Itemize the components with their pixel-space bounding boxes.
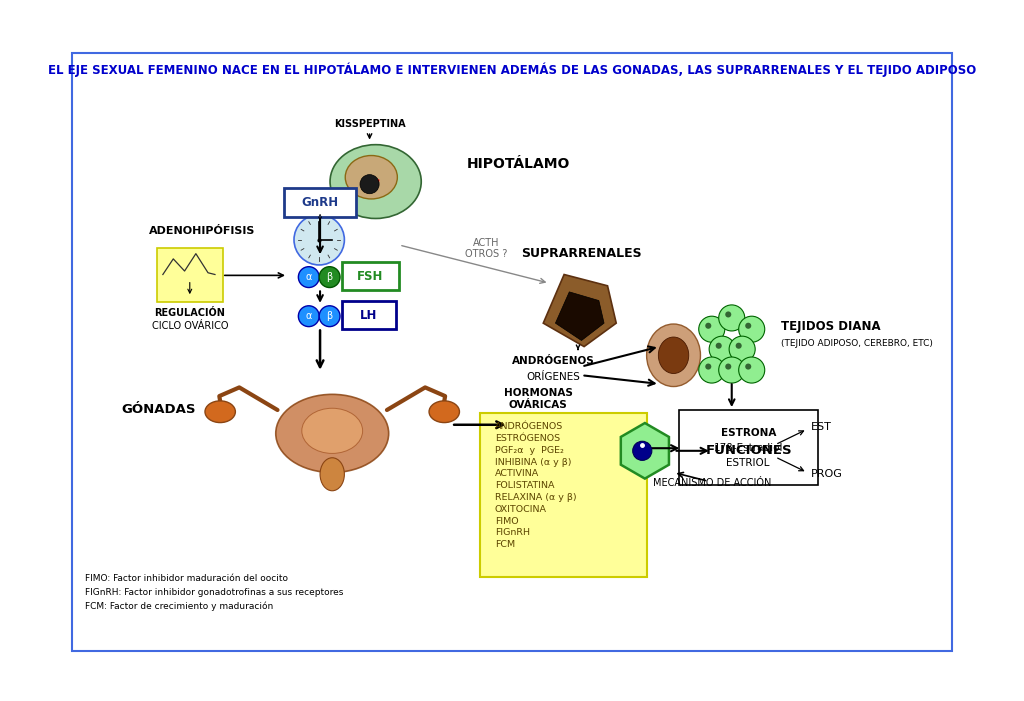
Ellipse shape	[321, 458, 344, 491]
Text: (TEJIDO ADIPOSO, CEREBRO, ETC): (TEJIDO ADIPOSO, CEREBRO, ETC)	[781, 339, 933, 348]
Ellipse shape	[725, 364, 731, 369]
Text: ANDRÓGENOS: ANDRÓGENOS	[512, 356, 595, 367]
Text: β: β	[327, 272, 333, 282]
Ellipse shape	[319, 266, 340, 287]
Ellipse shape	[646, 324, 700, 386]
Text: α: α	[305, 272, 312, 282]
Ellipse shape	[719, 305, 744, 331]
Ellipse shape	[294, 215, 344, 265]
Ellipse shape	[716, 343, 722, 349]
Ellipse shape	[298, 266, 319, 287]
Ellipse shape	[205, 401, 236, 423]
Text: β: β	[327, 311, 333, 321]
Text: MECANISMO DE ACCIÓN: MECANISMO DE ACCIÓN	[652, 478, 771, 488]
Ellipse shape	[429, 401, 460, 423]
Ellipse shape	[345, 156, 397, 199]
Ellipse shape	[302, 408, 362, 454]
FancyBboxPatch shape	[157, 248, 223, 302]
Ellipse shape	[275, 395, 389, 472]
Ellipse shape	[719, 357, 744, 383]
Text: KISSPEPTINA: KISSPEPTINA	[334, 119, 406, 130]
Text: GÓNADAS: GÓNADAS	[121, 404, 196, 416]
Text: HORMONAS
OVÁRICAS: HORMONAS OVÁRICAS	[504, 388, 572, 410]
Text: ESTRIOL: ESTRIOL	[726, 458, 770, 468]
Polygon shape	[544, 275, 616, 346]
Ellipse shape	[710, 336, 735, 362]
Text: ANDRÓGENOS
ESTRÓGENOS
PGF₂α  y  PGE₂
INHIBINA (α y β)
ACTIVINA
FOLISTATINA
RELAX: ANDRÓGENOS ESTRÓGENOS PGF₂α y PGE₂ INHIB…	[495, 422, 577, 549]
Text: FIMO: Factor inhibidor maduración del oocito: FIMO: Factor inhibidor maduración del oo…	[85, 574, 288, 583]
FancyBboxPatch shape	[480, 414, 646, 577]
Ellipse shape	[330, 144, 421, 219]
Text: FCM: Factor de crecimiento y maduración: FCM: Factor de crecimiento y maduración	[85, 601, 273, 611]
Text: FIGnRH: Factor inhibidor gonadotrofinas a sus receptores: FIGnRH: Factor inhibidor gonadotrofinas …	[85, 588, 343, 597]
Ellipse shape	[738, 316, 765, 342]
Ellipse shape	[698, 357, 725, 383]
Ellipse shape	[738, 357, 765, 383]
Polygon shape	[555, 292, 604, 341]
Ellipse shape	[706, 364, 712, 369]
FancyBboxPatch shape	[285, 188, 355, 217]
Text: ESTRONA: ESTRONA	[721, 428, 776, 438]
FancyBboxPatch shape	[342, 301, 395, 329]
Polygon shape	[621, 423, 669, 479]
Ellipse shape	[725, 311, 731, 318]
Text: α: α	[305, 311, 312, 321]
Text: HIPOTÁLAMO: HIPOTÁLAMO	[467, 157, 570, 171]
Ellipse shape	[658, 337, 689, 374]
Text: ORÍGENES: ORÍGENES	[526, 372, 581, 382]
Text: REGULACIÓN: REGULACIÓN	[155, 308, 225, 318]
Text: LH: LH	[360, 309, 378, 322]
Text: GnRH: GnRH	[301, 196, 339, 209]
FancyBboxPatch shape	[679, 410, 818, 484]
Text: PROG: PROG	[811, 469, 843, 479]
FancyBboxPatch shape	[342, 262, 399, 290]
Ellipse shape	[298, 306, 319, 327]
Text: FSH: FSH	[357, 270, 384, 283]
Text: ADENOHIPÓFISIS: ADENOHIPÓFISIS	[148, 226, 255, 236]
Ellipse shape	[745, 322, 752, 329]
Ellipse shape	[706, 322, 712, 329]
Text: ACTH
OTROS ?: ACTH OTROS ?	[465, 238, 507, 259]
Ellipse shape	[319, 306, 340, 327]
Text: TEJIDOS DIANA: TEJIDOS DIANA	[781, 320, 881, 333]
Text: CICLO OVÁRICO: CICLO OVÁRICO	[152, 321, 228, 332]
Text: EST: EST	[811, 423, 831, 433]
Ellipse shape	[698, 316, 725, 342]
Ellipse shape	[360, 175, 379, 193]
Text: FUNCIONES: FUNCIONES	[706, 444, 793, 457]
Ellipse shape	[729, 336, 755, 362]
Ellipse shape	[745, 364, 752, 369]
Text: 17β-Estradiol: 17β-Estradiol	[714, 443, 783, 454]
Ellipse shape	[735, 343, 741, 349]
Ellipse shape	[633, 441, 652, 461]
Text: SUPRARRENALES: SUPRARRENALES	[521, 247, 642, 260]
Text: EL EJE SEXUAL FEMENINO NACE EN EL HIPOTÁLAMO E INTERVIENEN ADEMÁS DE LAS GONADAS: EL EJE SEXUAL FEMENINO NACE EN EL HIPOTÁ…	[48, 62, 976, 77]
